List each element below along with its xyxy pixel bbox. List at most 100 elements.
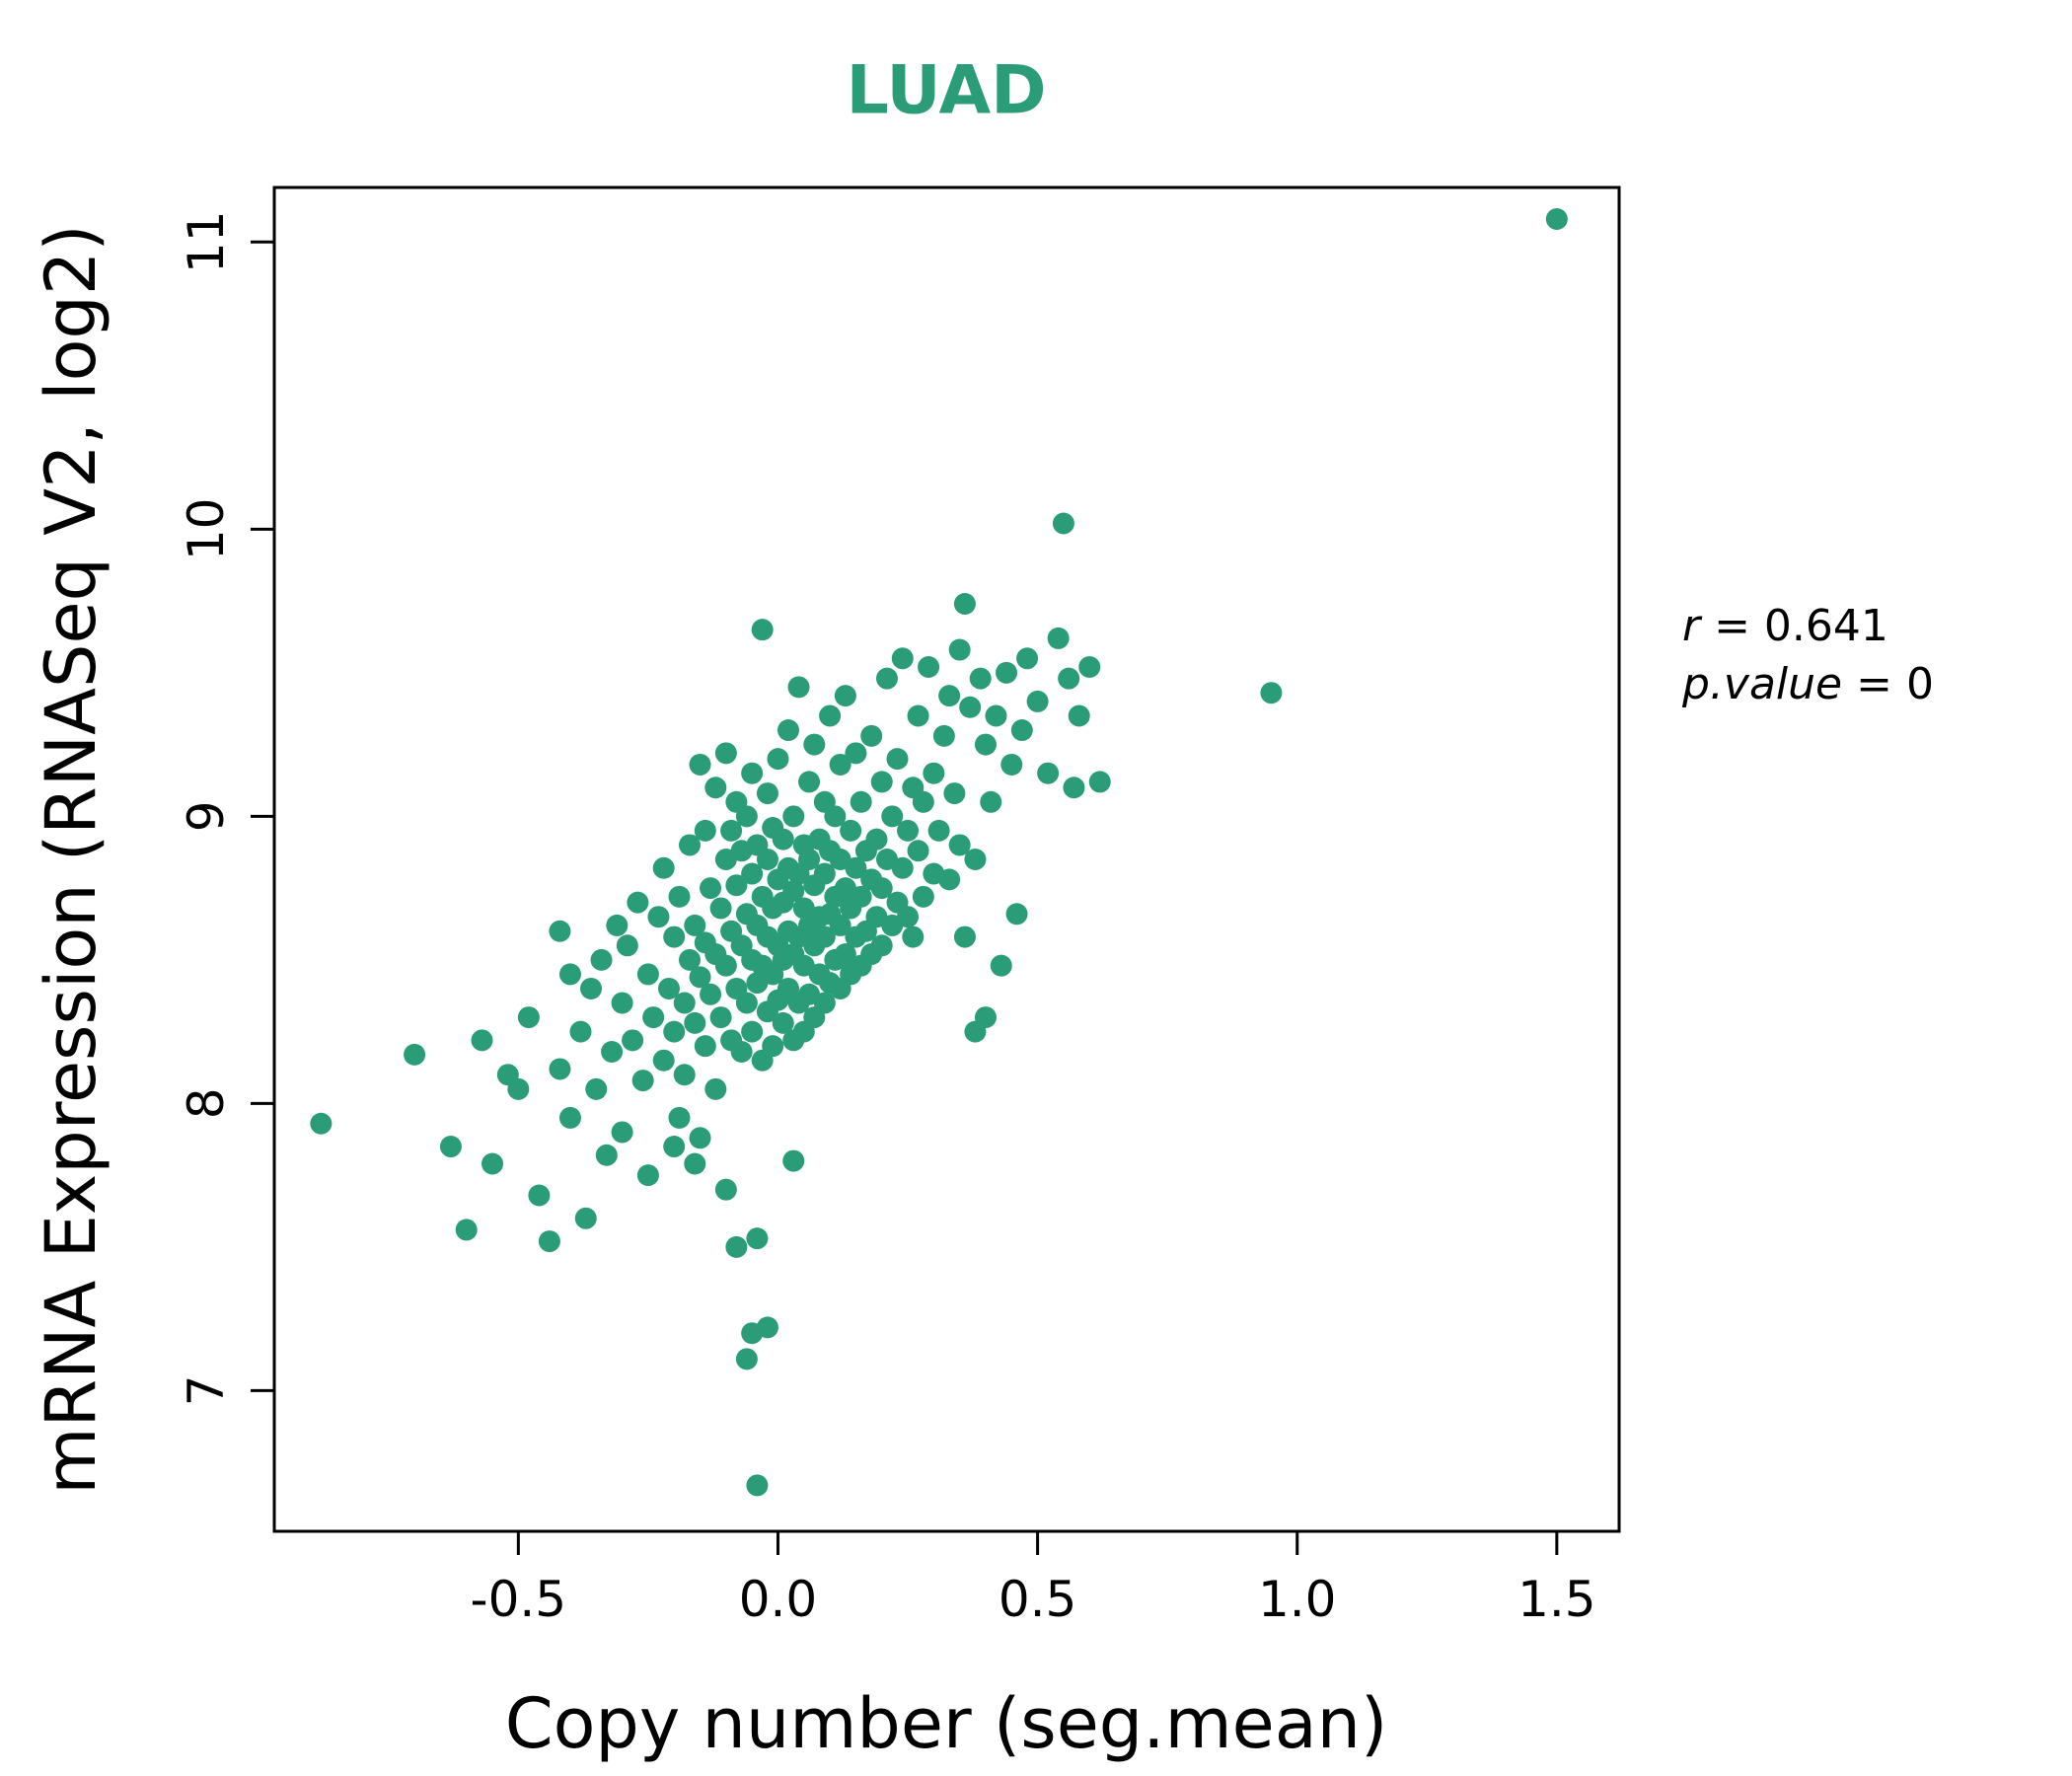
data-point xyxy=(714,954,737,977)
data-point xyxy=(725,874,748,897)
x-axis-label: Copy number (seg.mean) xyxy=(504,1683,1388,1764)
data-point xyxy=(1005,903,1028,925)
data-point xyxy=(927,819,950,842)
data-point xyxy=(714,742,737,765)
y-tick-label: 8 xyxy=(178,1087,235,1119)
data-point xyxy=(907,704,929,727)
data-point xyxy=(953,592,976,615)
data-point xyxy=(709,897,732,920)
data-point xyxy=(636,1164,659,1187)
data-point xyxy=(471,1029,493,1052)
data-point xyxy=(996,661,1018,684)
data-point xyxy=(974,1006,997,1029)
data-point xyxy=(673,992,696,1014)
data-point xyxy=(663,925,686,948)
data-point xyxy=(694,819,716,842)
data-point xyxy=(850,790,872,813)
r-annotation: r = 0.641 xyxy=(1682,597,1934,655)
data-point xyxy=(741,762,764,784)
p-annotation: p.value = 0 xyxy=(1682,655,1934,713)
data-point xyxy=(943,782,966,805)
data-point xyxy=(948,834,971,856)
data-point xyxy=(517,1006,540,1029)
data-point xyxy=(549,1058,571,1080)
data-point xyxy=(891,647,914,670)
data-point xyxy=(439,1136,462,1158)
data-point xyxy=(870,877,893,900)
data-point xyxy=(923,762,945,784)
data-point xyxy=(985,704,1007,727)
data-point xyxy=(1260,682,1283,704)
data-point xyxy=(636,963,659,986)
data-point xyxy=(897,819,920,842)
y-tick-label: 9 xyxy=(178,800,235,832)
data-point xyxy=(310,1112,333,1135)
data-point xyxy=(611,1121,633,1144)
p-variable: p.value xyxy=(1682,659,1843,710)
data-point xyxy=(1026,690,1049,712)
data-point xyxy=(840,819,862,842)
data-point xyxy=(642,1006,665,1029)
data-point xyxy=(590,948,613,971)
x-tick-label: 0.5 xyxy=(999,1571,1077,1628)
data-point xyxy=(673,1064,696,1086)
data-point xyxy=(1016,647,1039,670)
data-point xyxy=(762,1035,784,1058)
data-point xyxy=(601,1040,624,1063)
data-point xyxy=(595,1144,618,1166)
data-point xyxy=(679,948,702,971)
y-tick-label: 7 xyxy=(178,1374,235,1406)
data-point xyxy=(1063,777,1085,799)
data-point xyxy=(907,840,929,862)
data-point xyxy=(767,748,789,771)
data-point xyxy=(668,1106,691,1129)
data-point xyxy=(622,1029,644,1052)
data-point xyxy=(720,819,743,842)
data-point xyxy=(746,1474,769,1497)
chart-title: LUAD xyxy=(846,51,1047,130)
data-point xyxy=(777,719,799,742)
data-point xyxy=(569,1020,592,1043)
x-tick-label: 1.0 xyxy=(1258,1571,1337,1628)
r-variable: r xyxy=(1682,601,1701,651)
data-point xyxy=(834,943,856,966)
data-point xyxy=(668,885,691,908)
y-tick-label: 11 xyxy=(178,210,235,273)
data-point xyxy=(845,742,867,765)
y-tick-label: 10 xyxy=(178,498,235,561)
data-point xyxy=(974,733,997,756)
data-point xyxy=(528,1184,551,1207)
data-point xyxy=(886,748,909,771)
r-value: = 0.641 xyxy=(1700,601,1888,651)
data-point xyxy=(782,805,805,828)
data-point xyxy=(689,966,711,989)
data-point xyxy=(964,849,987,870)
data-point xyxy=(782,880,805,903)
data-point xyxy=(1088,771,1111,793)
data-point xyxy=(741,1020,764,1043)
data-point xyxy=(1010,719,1033,742)
data-point xyxy=(725,1235,748,1258)
data-point xyxy=(627,891,649,914)
data-point xyxy=(938,685,961,707)
data-point xyxy=(798,849,821,870)
data-point xyxy=(741,862,764,885)
data-point xyxy=(865,828,888,851)
data-point xyxy=(684,914,706,936)
data-point xyxy=(558,963,581,986)
data-point xyxy=(845,856,867,879)
data-point xyxy=(969,667,992,690)
data-point xyxy=(813,862,836,885)
data-point xyxy=(881,805,904,828)
data-point xyxy=(404,1043,426,1066)
data-point xyxy=(689,1127,711,1149)
x-tick-label: 0.0 xyxy=(739,1571,818,1628)
data-point xyxy=(798,771,821,793)
correlation-annotation: r = 0.641 p.value = 0 xyxy=(1682,597,1934,714)
data-point xyxy=(751,619,774,641)
data-point xyxy=(918,656,940,679)
data-point xyxy=(481,1152,504,1175)
data-point xyxy=(824,805,847,828)
